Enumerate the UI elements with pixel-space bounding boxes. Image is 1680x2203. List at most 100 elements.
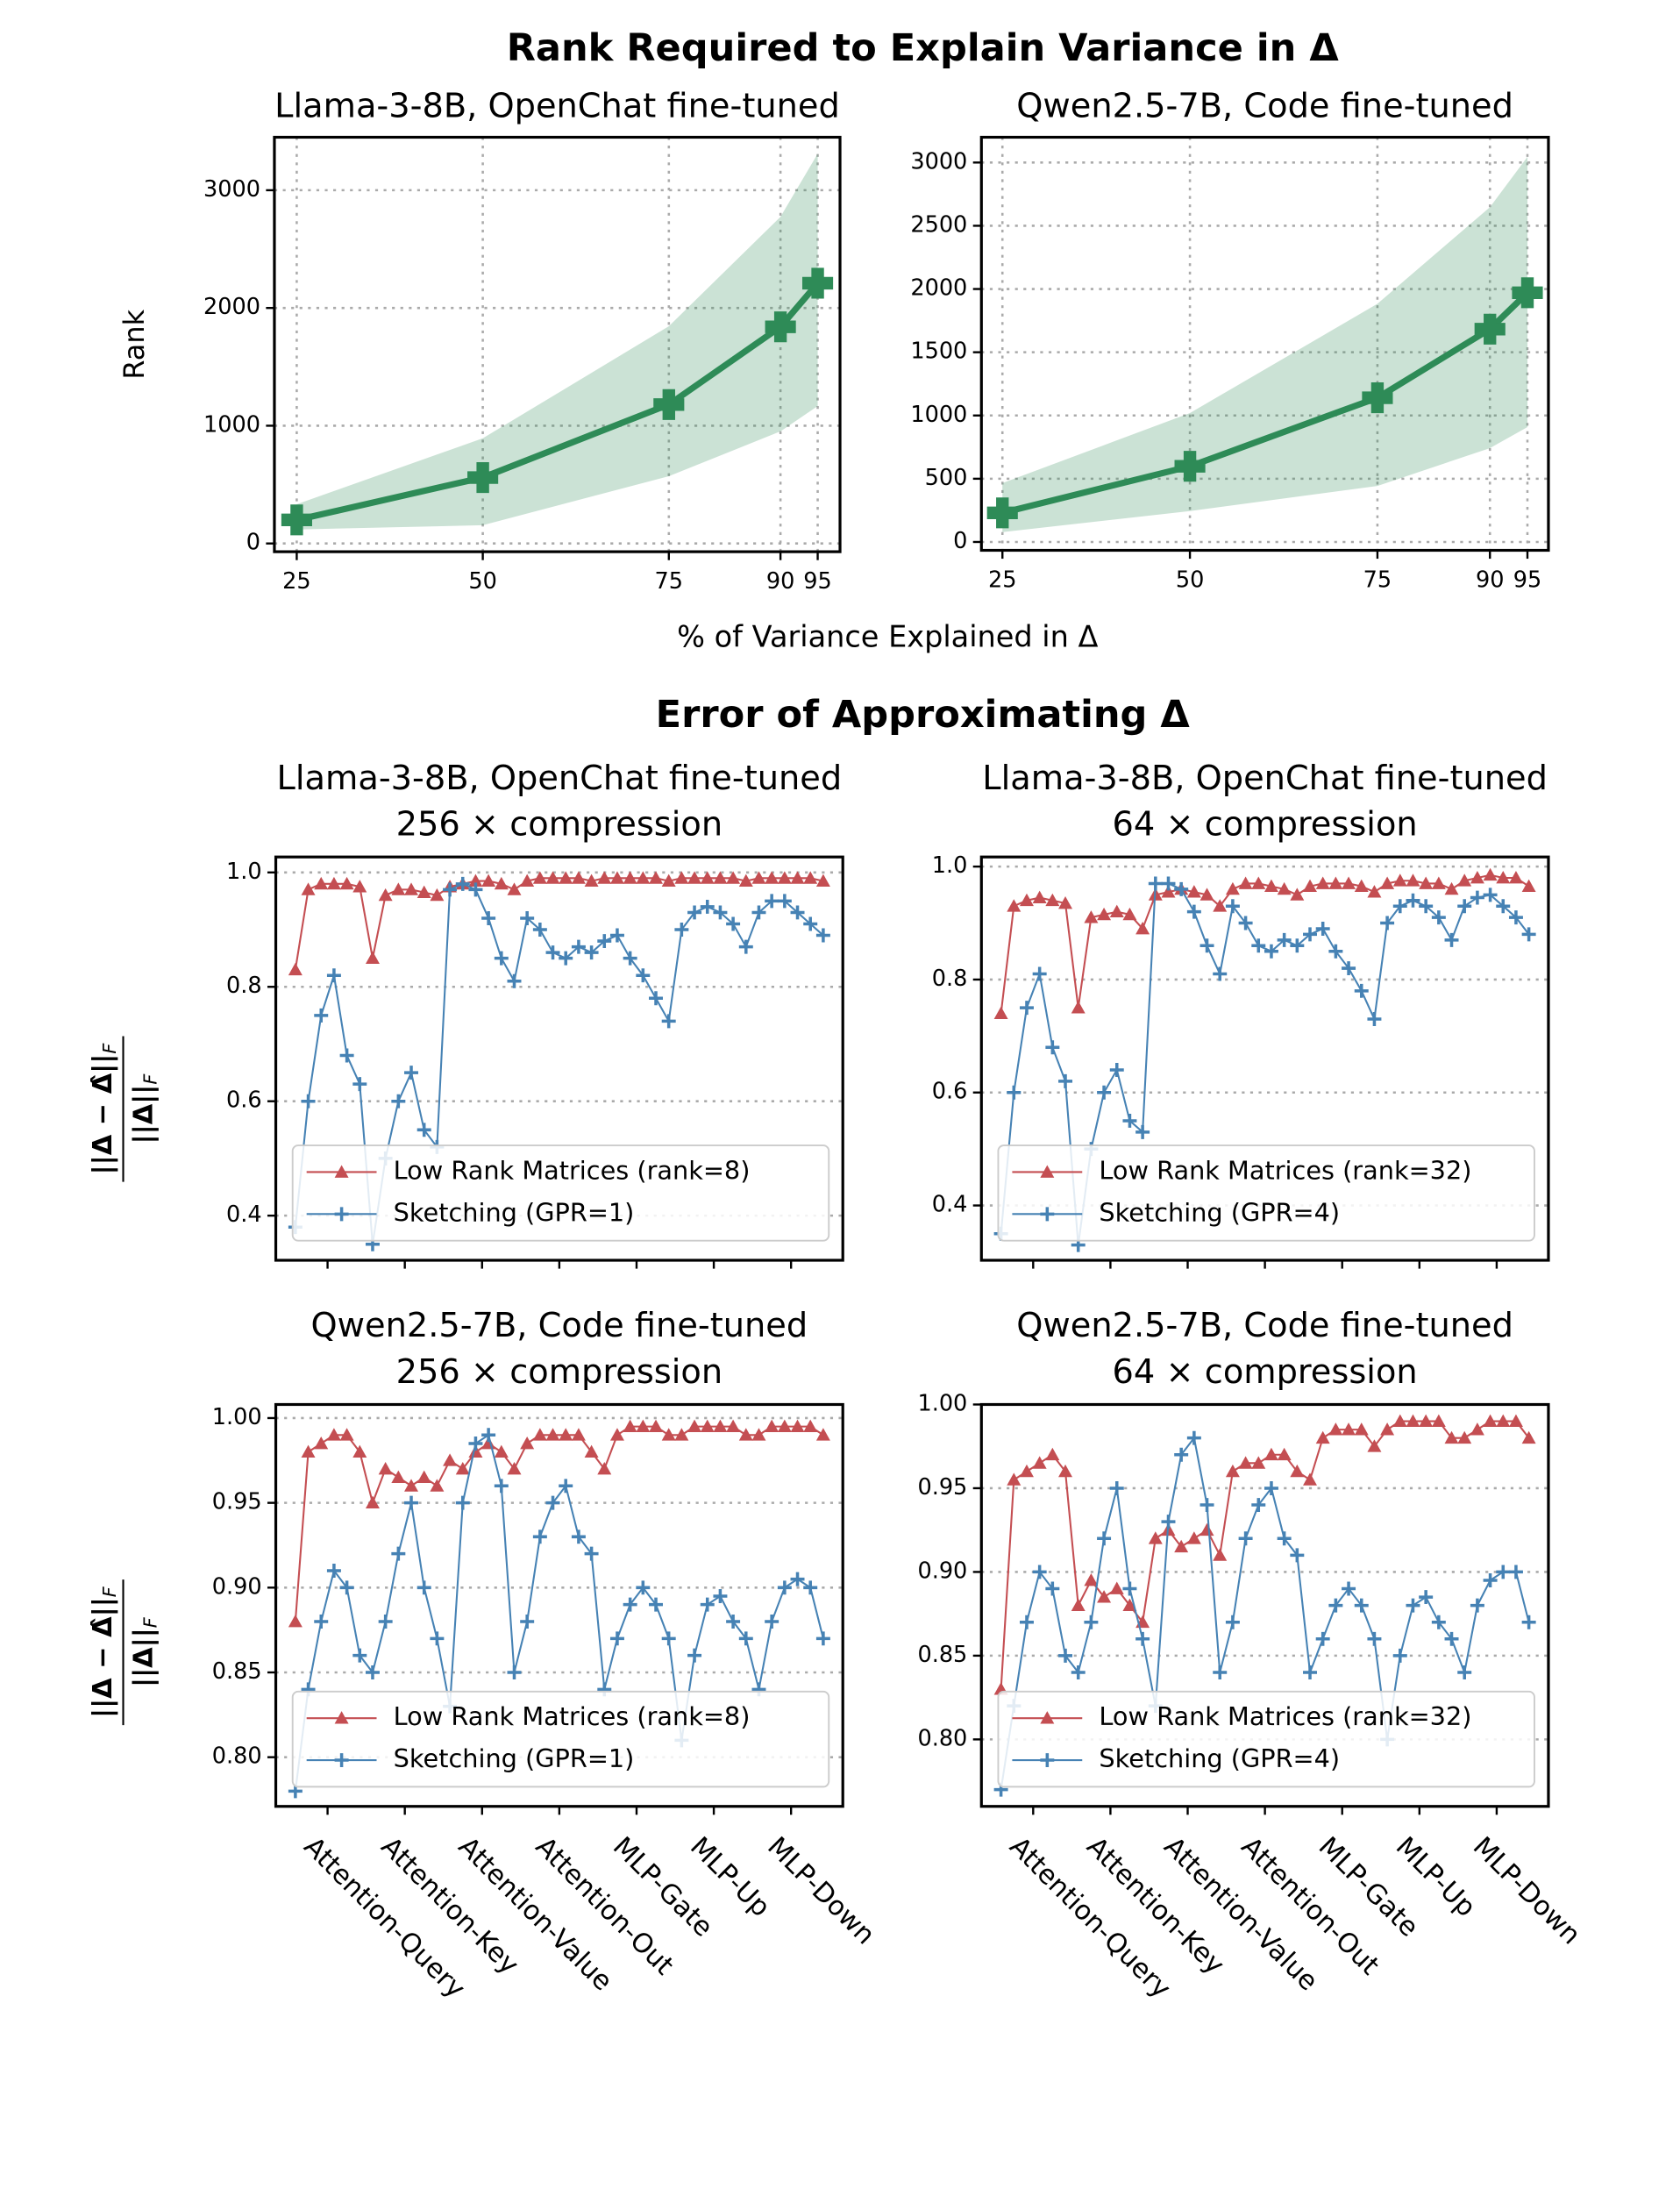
- marker: [1277, 1531, 1292, 1546]
- legend-label: Sketching (GPR=4): [1099, 1743, 1340, 1773]
- marker: [416, 1470, 431, 1484]
- section-title: Error of Approximating Δ: [656, 693, 1191, 737]
- marker: [713, 1588, 728, 1603]
- marker: [687, 871, 702, 884]
- marker: [326, 968, 341, 983]
- marker: [661, 1631, 676, 1646]
- x-tick-label: 90: [766, 568, 795, 595]
- marker: [1380, 916, 1395, 930]
- subplot-subtitle: 64 × compression: [1113, 805, 1418, 845]
- marker: [636, 968, 651, 983]
- marker: [1431, 910, 1446, 925]
- marker: [1032, 966, 1047, 981]
- marker: [609, 928, 624, 943]
- marker: [494, 876, 509, 890]
- marker: [623, 1597, 637, 1612]
- marker: [1032, 1565, 1047, 1579]
- marker: [481, 910, 496, 925]
- marker: [507, 973, 522, 988]
- marker: [352, 1077, 367, 1092]
- marker: [443, 882, 458, 897]
- marker: [1508, 910, 1523, 925]
- legend-marker: [334, 1711, 349, 1724]
- marker: [597, 871, 612, 884]
- marker: [1122, 907, 1137, 921]
- marker: [404, 882, 419, 895]
- marker: [571, 1428, 586, 1441]
- marker: [1354, 879, 1369, 893]
- marker: [609, 1428, 624, 1441]
- marker: [1213, 966, 1228, 981]
- marker: [1496, 1414, 1511, 1427]
- marker: [713, 905, 728, 920]
- marker: [765, 1614, 779, 1629]
- marker: [339, 1428, 354, 1441]
- marker: [1354, 983, 1369, 998]
- marker: [1315, 876, 1330, 889]
- legend-marker: [1040, 1165, 1055, 1178]
- axes-frame: [979, 135, 1550, 553]
- marker: [288, 1615, 303, 1628]
- subplot-subtitle: 256 × compression: [396, 1352, 723, 1392]
- figure-body: Rank Required to Explain Variance in Δ Ll…: [88, 26, 1586, 2005]
- marker: [1071, 1665, 1086, 1679]
- marker: [751, 871, 766, 884]
- marker: [1199, 888, 1214, 901]
- marker: [1508, 871, 1523, 884]
- marker: [1496, 871, 1511, 884]
- marker: [1521, 879, 1536, 893]
- marker: [339, 876, 354, 890]
- marker: [1470, 1598, 1484, 1613]
- marker: [481, 873, 496, 887]
- marker: [1045, 1447, 1060, 1461]
- y-tick-label: 0.6: [932, 1079, 968, 1105]
- x-tick-label: MLP-Down: [1467, 1831, 1586, 1950]
- marker: [803, 1580, 818, 1595]
- marker: [559, 871, 573, 884]
- marker: [416, 1123, 431, 1137]
- marker: [1277, 932, 1292, 947]
- marker: [1290, 938, 1305, 953]
- marker: [1238, 1531, 1253, 1546]
- marker: [301, 882, 316, 895]
- marker: [507, 882, 522, 895]
- marker: [1174, 881, 1189, 896]
- numerator-text: ||Δ − Δ̂||: [88, 1597, 118, 1718]
- marker: [1045, 893, 1060, 907]
- y-tick-label: 0.85: [917, 1642, 967, 1668]
- marker: [1251, 938, 1266, 953]
- marker: [1097, 1531, 1112, 1546]
- marker: [352, 1444, 367, 1458]
- subplot-title: Qwen2.5-7B, Code fine-tuned: [311, 1306, 808, 1345]
- marker: [1186, 1531, 1201, 1544]
- marker: [1392, 1648, 1407, 1663]
- marker: [1007, 1472, 1022, 1486]
- marker: [765, 311, 796, 343]
- marker: [1199, 1522, 1214, 1536]
- marker: [1174, 1447, 1189, 1462]
- marker: [1328, 1598, 1343, 1613]
- legend-marker: [1040, 1711, 1055, 1724]
- marker: [777, 1419, 792, 1433]
- marker: [1225, 1615, 1240, 1629]
- marker: [1521, 927, 1536, 942]
- marker: [1019, 1464, 1034, 1478]
- x-tick-label: 25: [988, 567, 1017, 594]
- marker: [1264, 1480, 1278, 1495]
- marker: [314, 1614, 329, 1629]
- x-tick-label: 75: [1363, 567, 1392, 594]
- marker: [314, 1008, 329, 1023]
- marker: [1342, 876, 1356, 889]
- marker: [1135, 1124, 1150, 1139]
- marker: [738, 939, 753, 954]
- marker: [1457, 1430, 1472, 1444]
- marker: [1380, 1422, 1395, 1436]
- marker: [815, 1631, 830, 1646]
- marker: [726, 871, 741, 884]
- marker: [1290, 888, 1305, 901]
- marker: [1444, 881, 1459, 895]
- marker: [1354, 1422, 1369, 1436]
- y-tick-label: 1.00: [212, 1404, 262, 1430]
- marker: [726, 1419, 741, 1433]
